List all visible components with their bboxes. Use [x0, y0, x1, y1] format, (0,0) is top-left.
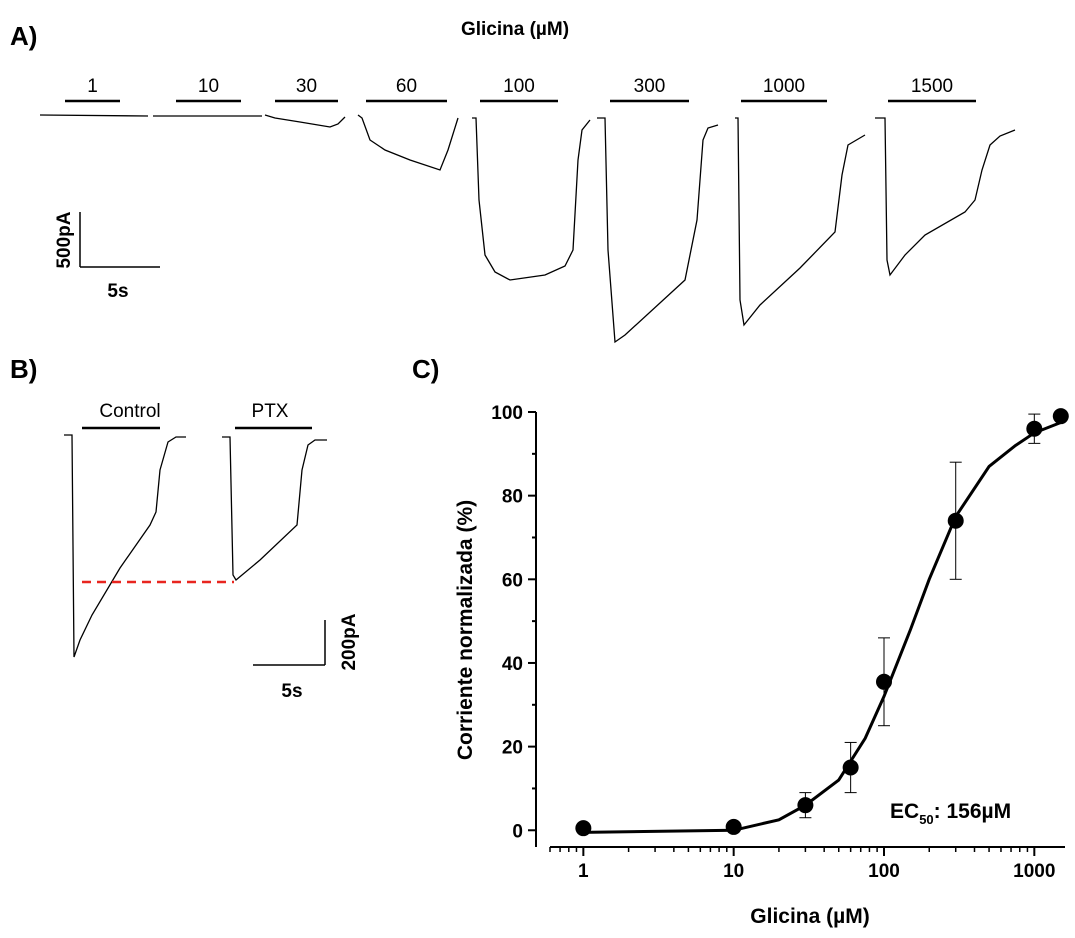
data-point — [947, 512, 964, 529]
dose-response-chart: 0 20 40 60 80 100 1 10 100 1000 — [491, 403, 1069, 882]
concentration-label: 1000 — [763, 76, 805, 97]
scale-label: 5s — [281, 681, 302, 702]
scale-label: 500pA — [54, 211, 75, 268]
annotation-subscript: 50 — [919, 812, 933, 827]
panel-label: B) — [10, 354, 37, 384]
application-bars: 1 10 30 60 100 300 1000 1500 — [65, 76, 976, 103]
concentration-label: 10 — [198, 76, 219, 97]
data-point — [875, 673, 892, 690]
scale-label: 5s — [107, 281, 128, 302]
trace — [472, 117, 591, 281]
concentration-label: 1500 — [911, 76, 953, 97]
trace — [357, 114, 459, 171]
traces-a — [39, 114, 1016, 344]
y-tick-label: 0 — [512, 821, 523, 842]
x-axis-title: Glicina (µM) — [750, 905, 869, 928]
trace — [735, 117, 866, 327]
panel-label: C) — [412, 354, 439, 384]
y-tick-label: 20 — [502, 738, 523, 759]
condition-label: Control — [99, 401, 160, 422]
annotation-text: EC — [890, 800, 919, 823]
x-tick-label: 10 — [723, 861, 744, 882]
trace — [64, 434, 186, 658]
trace — [875, 117, 1016, 277]
panel-title: Glicina (µM) — [461, 19, 569, 40]
trace — [222, 436, 327, 581]
concentration-label: 100 — [503, 76, 535, 97]
data-point — [725, 818, 742, 835]
trace — [39, 114, 149, 117]
condition-label: PTX — [252, 401, 289, 422]
y-axis-title: Corriente normalizada (%) — [454, 500, 477, 760]
x-tick-label: 1000 — [1013, 861, 1055, 882]
concentration-label: 60 — [396, 76, 417, 97]
annotation-text: : 156µM — [934, 800, 1011, 823]
data-point — [1052, 408, 1069, 425]
data-point — [797, 797, 814, 814]
data-point — [575, 820, 592, 837]
trace — [597, 117, 719, 344]
concentration-label: 300 — [634, 76, 666, 97]
y-tick-label: 40 — [502, 654, 523, 675]
panel-label: A) — [10, 21, 37, 51]
y-tick-label: 60 — [502, 570, 523, 591]
y-tick-label: 80 — [502, 487, 523, 508]
trace — [264, 114, 346, 128]
data-point — [842, 759, 859, 776]
concentration-label: 30 — [296, 76, 317, 97]
ec50-annotation: EC50: 156µM — [890, 800, 1011, 827]
x-tick-label: 100 — [868, 861, 900, 882]
x-tick-label: 1 — [578, 861, 589, 882]
scale-label: 200pA — [339, 613, 360, 670]
concentration-label: 1 — [87, 76, 98, 97]
fit-curve — [583, 421, 1062, 834]
y-tick-label: 100 — [491, 403, 523, 424]
data-point — [1026, 420, 1043, 437]
